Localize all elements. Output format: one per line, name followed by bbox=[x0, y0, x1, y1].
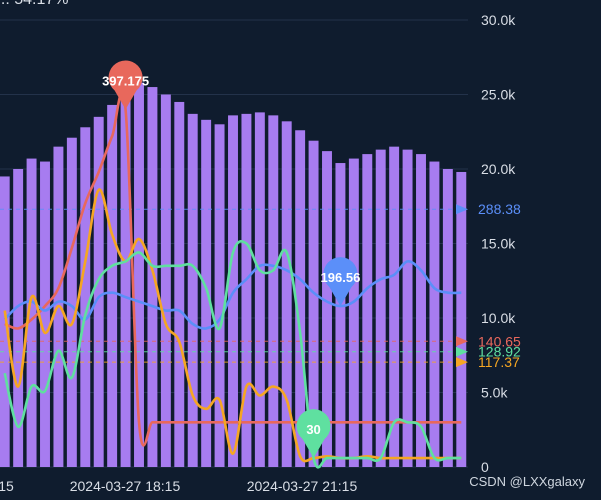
value-pins: 397.175 196.56 30 bbox=[102, 60, 361, 459]
series-end-label: 128.92 bbox=[478, 344, 521, 360]
pin-label: 397.175 bbox=[102, 73, 149, 88]
bar bbox=[93, 116, 104, 467]
bar bbox=[214, 124, 225, 468]
pin-label: 30 bbox=[306, 422, 320, 437]
mark-line-arrow bbox=[456, 346, 468, 357]
bar bbox=[80, 127, 91, 467]
bar bbox=[187, 113, 198, 468]
bar bbox=[295, 130, 306, 467]
series-end-label: 117.37 bbox=[478, 354, 520, 370]
x-tick-label: 15 bbox=[0, 478, 14, 494]
watermark: CSDN @LXXgalaxy bbox=[469, 474, 585, 489]
bar bbox=[281, 121, 292, 467]
header-partial-text: ...: 54.17% bbox=[0, 0, 69, 8]
y-axis-labels: 0 5.0k 10.0k 15.0k 20.0k 25.0k 30.0k bbox=[481, 12, 516, 475]
y-tick-label: 10.0k bbox=[481, 310, 516, 326]
bar bbox=[362, 154, 373, 467]
x-axis-labels: 15 2024-03-27 18:15 2024-03-27 21:15 bbox=[0, 478, 357, 494]
series-line bbox=[3, 188, 462, 463]
bar bbox=[107, 104, 118, 468]
series-end-label: 140.65 bbox=[478, 333, 521, 349]
bar bbox=[389, 146, 400, 467]
bar bbox=[308, 140, 319, 467]
bar bbox=[442, 169, 453, 467]
bar bbox=[147, 87, 158, 468]
bar bbox=[241, 113, 252, 468]
bar bbox=[26, 158, 37, 467]
y-tick-label: 0 bbox=[481, 459, 489, 475]
bar bbox=[429, 161, 440, 468]
bar bbox=[456, 171, 467, 468]
y-tick-label: 25.0k bbox=[481, 87, 516, 103]
bar bbox=[348, 158, 359, 467]
bar bbox=[174, 101, 185, 467]
bar bbox=[322, 151, 332, 467]
bar bbox=[268, 115, 279, 468]
y-tick-label: 30.0k bbox=[481, 12, 516, 28]
y-tick-label: 15.0k bbox=[481, 236, 516, 252]
series-line bbox=[3, 240, 462, 469]
bar bbox=[416, 154, 426, 467]
pin-marker bbox=[323, 257, 358, 307]
series-line bbox=[3, 260, 462, 330]
line-series bbox=[3, 90, 462, 469]
mark-line-arrow bbox=[456, 357, 468, 368]
bar bbox=[402, 149, 413, 467]
bar bbox=[66, 137, 77, 467]
bar bbox=[160, 94, 171, 467]
bar bbox=[254, 112, 265, 467]
pin-marker bbox=[108, 60, 143, 110]
y-tick-label: 20.0k bbox=[481, 161, 516, 177]
series-line bbox=[4, 90, 462, 447]
series-end-label: 288.38 bbox=[478, 201, 521, 217]
mark-line-arrow bbox=[456, 336, 468, 347]
bar bbox=[120, 91, 131, 468]
bar-series bbox=[0, 82, 467, 468]
pin-marker bbox=[296, 409, 331, 459]
bar bbox=[201, 119, 212, 467]
mark-line-arrow bbox=[456, 204, 468, 215]
bar bbox=[335, 163, 346, 468]
bar bbox=[0, 176, 10, 467]
bar bbox=[134, 82, 144, 467]
pin-label: 196.56 bbox=[321, 270, 361, 285]
bar bbox=[13, 169, 24, 467]
reference-lines bbox=[0, 204, 468, 368]
y-tick-label: 5.0k bbox=[481, 385, 508, 401]
x-tick-label: 2024-03-27 18:15 bbox=[70, 478, 181, 494]
bar bbox=[40, 161, 50, 468]
x-tick-label: 2024-03-27 21:15 bbox=[247, 478, 358, 494]
bar bbox=[375, 149, 386, 467]
